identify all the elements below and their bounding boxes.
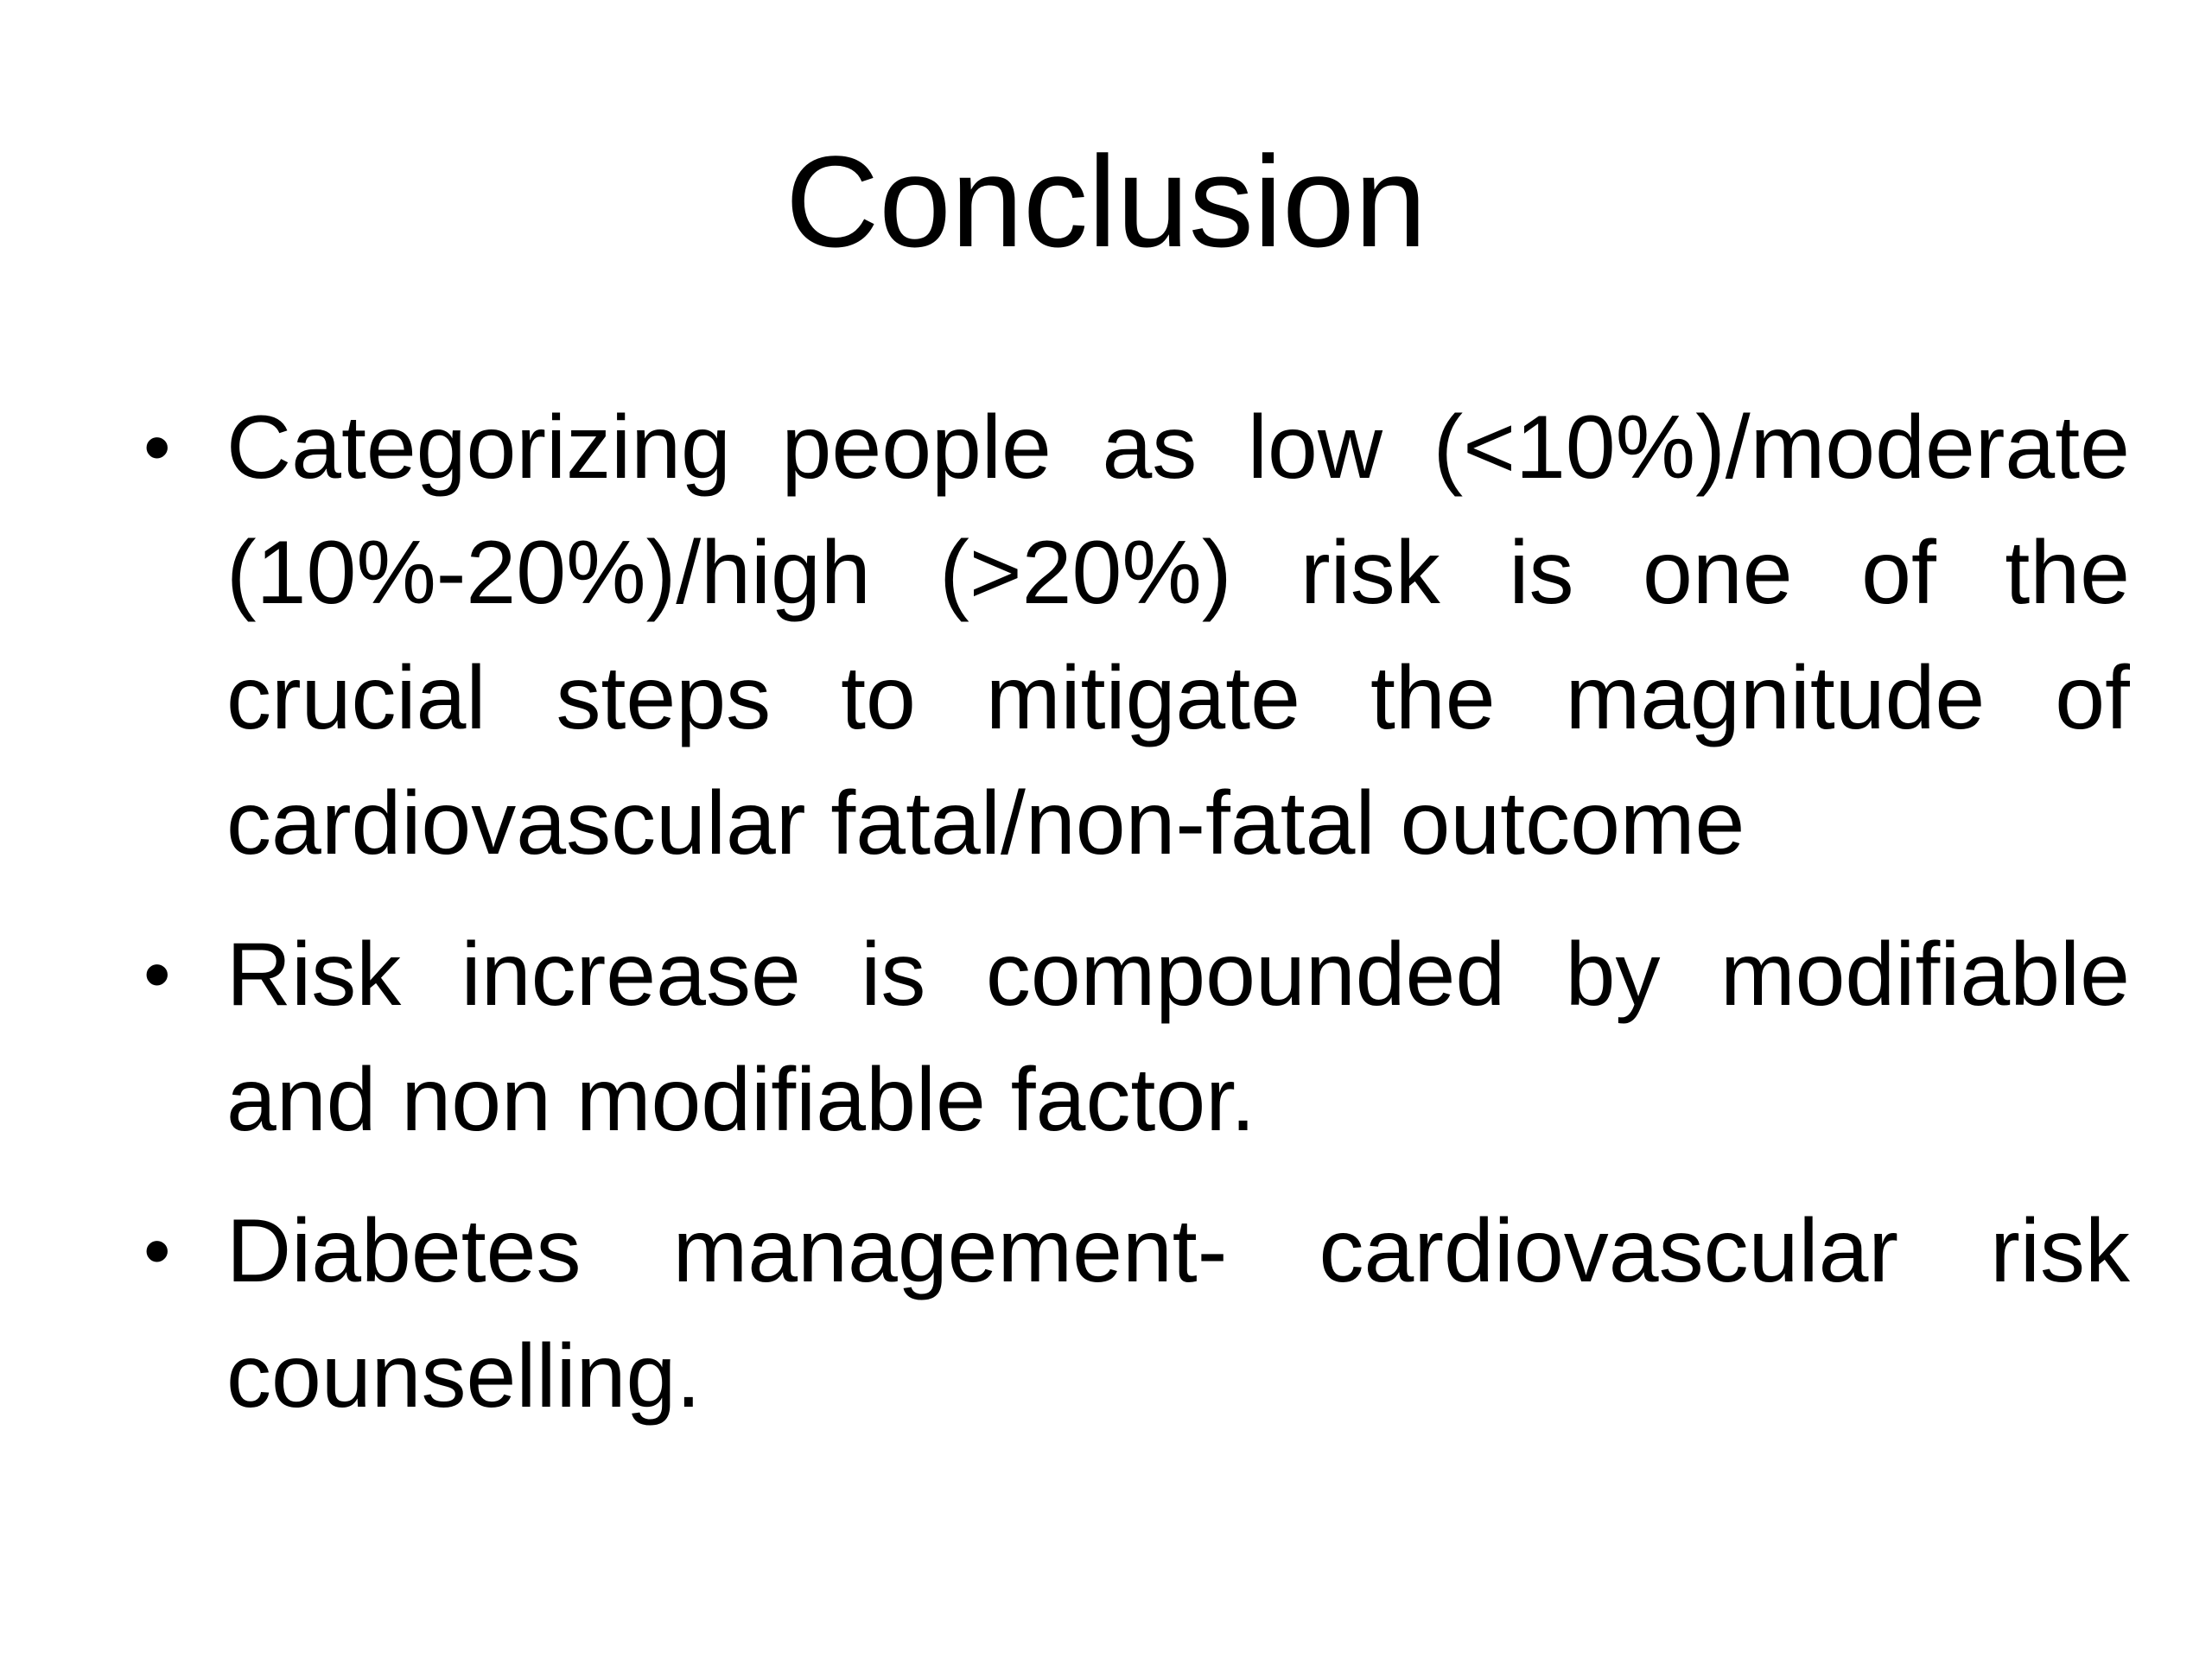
bullet-line: (10%-20%)/high (>20%) risk is one of the bbox=[226, 523, 2130, 623]
slide-title: Conclusion bbox=[785, 129, 1427, 274]
bullet-item-1: • Categorizing people as low (<10%)/mode… bbox=[138, 385, 2130, 887]
bullet-line: Risk increase is compounded by modifiabl… bbox=[226, 925, 2130, 1025]
bullet-line: cardiovascular fatal/non-fatal outcome bbox=[226, 773, 1745, 874]
bullet-marker-icon: • bbox=[143, 931, 171, 1018]
bullet-line: Diabetes management- cardiovascular risk bbox=[226, 1201, 2130, 1301]
bullet-2-content: Risk increase is compounded by modifiabl… bbox=[226, 912, 2130, 1163]
bullet-line: crucial steps to mitigate the magnitude … bbox=[226, 648, 2130, 748]
slide-body: • Categorizing people as low (<10%)/mode… bbox=[138, 385, 2130, 1440]
bullet-3-content: Diabetes management- cardiovascular risk… bbox=[226, 1189, 2130, 1440]
bullet-line: counselling. bbox=[226, 1326, 702, 1427]
bullet-item-2: • Risk increase is compounded by modifia… bbox=[138, 912, 2130, 1163]
bullet-item-3: • Diabetes management- cardiovascular ri… bbox=[138, 1189, 2130, 1440]
bullet-marker-icon: • bbox=[143, 1208, 171, 1294]
bullet-line: Categorizing people as low (<10%)/modera… bbox=[226, 397, 2130, 498]
bullet-1-content: Categorizing people as low (<10%)/modera… bbox=[226, 385, 2130, 887]
bullet-list: • Categorizing people as low (<10%)/mode… bbox=[138, 385, 2130, 1440]
bullet-line: and non modifiable factor. bbox=[226, 1050, 1256, 1150]
bullet-marker-icon: • bbox=[143, 404, 171, 491]
